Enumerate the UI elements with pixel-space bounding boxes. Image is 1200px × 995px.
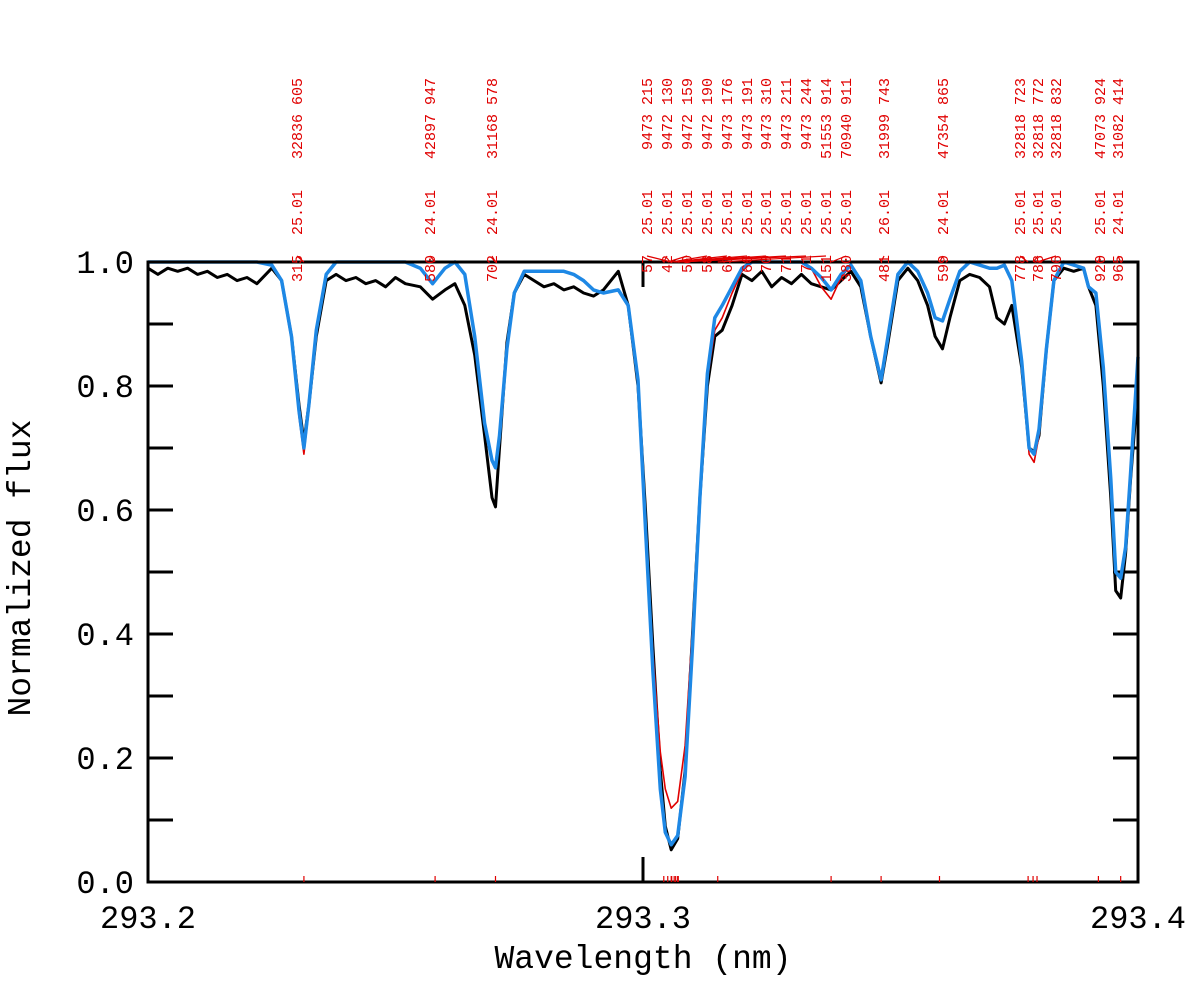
line-id-species: 25.01 xyxy=(759,190,776,235)
line-id-energy: 9473 310 xyxy=(759,78,776,150)
line-id-energy: 51553 914 xyxy=(819,78,836,159)
line-id-energy: 32818 832 xyxy=(1049,78,1066,159)
line-id-label: 702 xyxy=(485,255,502,282)
line-id-energy: 9473 191 xyxy=(740,78,757,150)
plot-frame xyxy=(146,260,1140,884)
line-id-pointer xyxy=(1097,255,1101,263)
line-id-pointer xyxy=(1032,255,1039,263)
line-id-energy: 31168 578 xyxy=(485,78,502,159)
line-id-species: 25.01 xyxy=(1093,190,1110,235)
line-id-label: 42 xyxy=(660,255,677,273)
line-id-pointer xyxy=(491,255,497,263)
line-id-pointer xyxy=(880,255,885,263)
line-id-species: 25.01 xyxy=(1013,190,1030,235)
line-id-species: 25.01 xyxy=(680,190,697,235)
line-id-pointer xyxy=(429,255,436,263)
line-id-species: 25.01 xyxy=(640,190,657,235)
line-id-label: 57 xyxy=(640,255,657,273)
line-id-pointer xyxy=(663,255,668,263)
line-id-label: 965 xyxy=(1111,255,1128,282)
line-id-energy: 31999 743 xyxy=(877,78,894,159)
line-id-species: 24.01 xyxy=(423,190,440,235)
line-id-pointer xyxy=(1019,255,1029,263)
line-id-energy: 9473 244 xyxy=(799,78,816,150)
line-id-energy: 31082 414 xyxy=(1111,78,1128,159)
line-id-label: 380 xyxy=(839,255,856,282)
line-id-species: 25.01 xyxy=(1049,190,1066,235)
x-tick-label: 293.4 xyxy=(1090,901,1186,938)
line-id-label: 778 xyxy=(1013,255,1030,282)
line-id-energy: 9473 211 xyxy=(779,78,796,150)
line-id-pointer xyxy=(1117,255,1122,263)
line-id-label: 151 xyxy=(819,255,836,282)
line-id-species: 26.01 xyxy=(877,190,894,235)
x-axis-title: Wavelength (nm) xyxy=(494,941,791,978)
y-tick-label: 0.6 xyxy=(76,494,134,531)
line-id-species: 24.01 xyxy=(936,190,953,235)
line-id-label: 580 xyxy=(423,255,440,282)
line-id-energy: 42897 947 xyxy=(423,78,440,159)
x-tick-label: 293.3 xyxy=(595,901,691,938)
line-id-label: 920 xyxy=(1093,255,1110,282)
y-axis-title: Normalized flux xyxy=(3,419,40,716)
y-tick-label: 0.2 xyxy=(76,742,134,779)
line-id-label: 788 xyxy=(1031,255,1048,282)
line-id-label: 599 xyxy=(936,255,953,282)
line-id-energy: 32818 723 xyxy=(1013,78,1030,159)
line-id-species: 25.01 xyxy=(700,190,717,235)
line-id-energy: 47073 924 xyxy=(1093,78,1110,159)
line-id-species: 25.01 xyxy=(1031,190,1048,235)
line-id-species: 25.01 xyxy=(799,190,816,235)
line-id-energy: 9472 190 xyxy=(700,78,717,150)
line-id-label: 71 xyxy=(779,255,796,273)
line-id-energy: 70940 911 xyxy=(839,78,856,159)
line-id-pointer xyxy=(717,255,827,263)
spectrum-line xyxy=(148,260,1140,847)
line-id-energy: 32818 772 xyxy=(1031,78,1048,159)
line-id-energy: 32836 605 xyxy=(290,78,307,159)
line-id-pointer xyxy=(667,255,688,263)
line-id-species: 25.01 xyxy=(839,190,856,235)
line-id-species: 25.01 xyxy=(720,190,737,235)
line-id-species: 25.01 xyxy=(819,190,836,235)
spectrum-line xyxy=(148,261,1139,810)
line-id-pointer xyxy=(1036,255,1057,263)
x-tick-label: 293.2 xyxy=(100,901,196,938)
spectrum-line xyxy=(147,266,1140,852)
line-id-energy: 9473 215 xyxy=(640,78,657,150)
line-id-species: 24.01 xyxy=(1111,190,1128,235)
line-id-species: 24.01 xyxy=(485,190,502,235)
line-id-species: 25.01 xyxy=(740,190,757,235)
line-id-pointer xyxy=(678,255,807,263)
line-id-label: 481 xyxy=(877,255,894,282)
line-id-label: 796 xyxy=(1049,255,1066,282)
line-id-species: 25.01 xyxy=(290,190,307,235)
line-id-species: 25.01 xyxy=(779,190,796,235)
y-tick-label: 0.8 xyxy=(76,370,134,407)
line-id-pointer xyxy=(830,255,847,263)
line-id-energy: 47354 865 xyxy=(936,78,953,159)
line-id-label: 315 xyxy=(290,255,307,282)
line-id-species: 25.01 xyxy=(660,190,677,235)
line-id-energy: 9472 159 xyxy=(680,78,697,150)
y-tick-label: 0.4 xyxy=(76,618,134,655)
line-id-pointer xyxy=(646,255,672,263)
line-id-pointer xyxy=(296,255,305,263)
line-id-energy: 9473 176 xyxy=(720,78,737,150)
line-id-pointer xyxy=(671,255,708,263)
line-id-pointer xyxy=(938,255,944,263)
line-id-energy: 9472 130 xyxy=(660,78,677,150)
y-tick-label: 1.0 xyxy=(76,246,134,283)
y-tick-label: 0.0 xyxy=(76,866,134,903)
line-id-label: 71 xyxy=(799,255,816,273)
